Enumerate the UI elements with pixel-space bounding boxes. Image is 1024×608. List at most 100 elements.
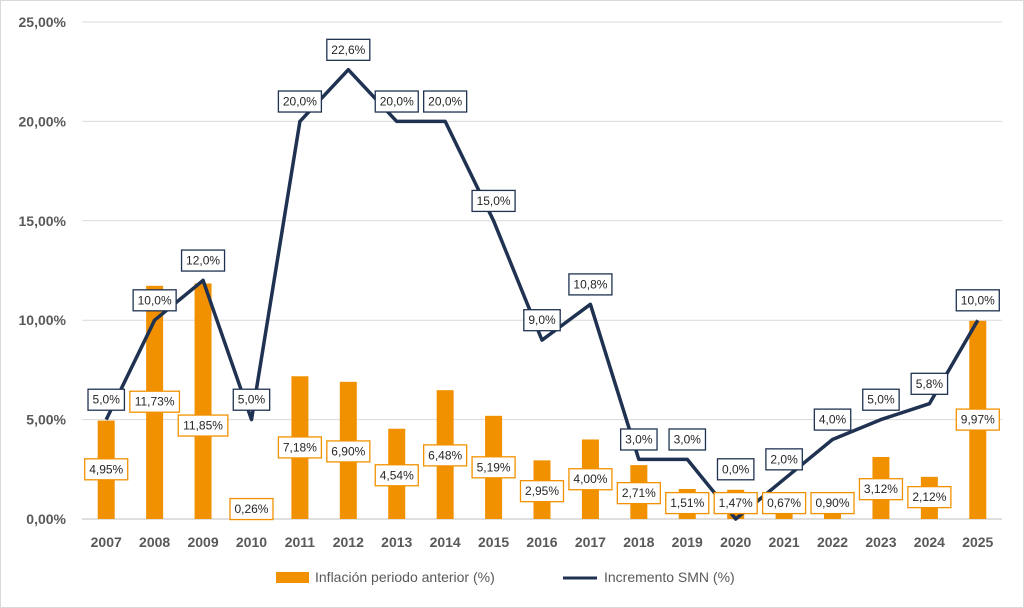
line-data-label: 15,0% — [477, 194, 511, 208]
bar-data-label-box — [713, 491, 758, 515]
line-data-label: 2,0% — [770, 452, 798, 466]
bar-data-label: 5,19% — [477, 460, 511, 474]
bar-data-label-box — [277, 436, 323, 459]
line-data-label: 3,0% — [674, 432, 702, 446]
x-tick-label: 2007 — [91, 534, 122, 550]
x-tick-label: 2015 — [478, 534, 509, 550]
line-data-label-box — [326, 38, 371, 61]
x-tick-label: 2024 — [914, 534, 945, 550]
x-tick-label: 2012 — [333, 534, 364, 550]
bar-data-label: 3,12% — [864, 482, 898, 496]
bar-data-label-box — [519, 480, 565, 503]
x-tick-label: 2014 — [430, 534, 461, 550]
bar-data-label-box — [326, 440, 371, 463]
bar-data-label-box — [177, 414, 229, 437]
line-data-label: 10,0% — [961, 293, 995, 307]
line-data-label-box — [910, 372, 949, 395]
y-tick-label: 0,00% — [26, 511, 66, 527]
line-data-label-box — [668, 428, 707, 451]
bar-data-label: 2,71% — [622, 486, 656, 500]
x-tick-label: 2023 — [865, 534, 896, 550]
bar-data-label: 11,73% — [135, 395, 175, 409]
bar-data-label: 1,47% — [719, 496, 753, 510]
line-data-label-box — [955, 289, 1000, 312]
bar-data-label: 4,00% — [573, 472, 607, 486]
y-axis: 0,00% 5,00% 10,00% 15,00% 20,00% 25,00% — [19, 14, 67, 527]
bar-data-label: 2,95% — [525, 484, 559, 498]
line-data-label-box — [471, 189, 516, 213]
bar-data-label-box — [665, 491, 710, 515]
line-data-label-box — [523, 309, 561, 332]
bar-data-label-box — [761, 491, 807, 515]
line-data-label: 10,8% — [573, 277, 607, 291]
bar-data-label: 1,51% — [670, 496, 704, 510]
bar-data-label: 2,12% — [912, 490, 946, 504]
y-tick-label: 5,00% — [26, 412, 66, 428]
line-data-label-box — [232, 388, 271, 411]
line-data-labels: 5,0% 10,0% 12,0% 5,0% 20,0% 22,6% 20,0% 20,0% 15… — [87, 38, 1000, 481]
bar-data-label: 7,18% — [283, 440, 317, 454]
y-tick-label: 10,00% — [19, 312, 67, 328]
line-data-label-box — [813, 408, 852, 431]
bar-data-label-box — [955, 408, 1000, 431]
bar-data-label-box — [374, 464, 419, 487]
legend-swatch-bar — [276, 572, 309, 583]
line-data-label-box — [568, 273, 613, 296]
line-data-label-box — [374, 90, 419, 113]
x-axis: 2007 2008 2009 2010 2011 2012 2013 2014 2015 2016… — [91, 534, 994, 550]
line-data-label-box — [862, 388, 900, 411]
legend-label-bar: Inflación periodo anterior (%) — [315, 569, 495, 585]
bar-data-label: 0,26% — [234, 502, 268, 516]
line-data-label: 12,0% — [186, 254, 220, 268]
x-tick-label: 2016 — [526, 534, 557, 550]
line-data-label: 3,0% — [625, 432, 653, 446]
x-tick-label: 2019 — [672, 534, 703, 550]
line-data-label-box — [277, 90, 323, 113]
x-tick-label: 2020 — [720, 534, 751, 550]
line-series — [104, 67, 980, 521]
line-data-label-box — [132, 289, 177, 312]
line-data-label: 5,0% — [238, 393, 266, 407]
bar — [194, 283, 212, 519]
bar-data-label-box — [810, 491, 855, 515]
line-data-label: 20,0% — [380, 95, 414, 109]
line-data-label: 5,0% — [867, 393, 895, 407]
x-tick-label: 2018 — [623, 534, 654, 550]
x-tick-label: 2021 — [769, 534, 800, 550]
line-data-label: 5,0% — [93, 393, 121, 407]
bar-data-label-box — [568, 468, 613, 491]
line-data-label-box — [765, 448, 803, 471]
line-data-label: 5,8% — [916, 377, 944, 391]
bar-data-label: 0,67% — [767, 496, 801, 510]
bar-data-label-box — [471, 456, 516, 479]
bar-data-label-box — [84, 458, 129, 481]
legend: Inflación periodo anterior (%) Increment… — [276, 569, 735, 585]
bar-data-label-box — [858, 478, 904, 501]
bar-data-labels: 4,95% 11,73% 11,85% 0,26% 7,18% 6,90% 4,54% 6,4… — [84, 390, 1000, 521]
line-data-label-box — [716, 458, 755, 481]
bar-data-label: 11,85% — [183, 419, 223, 433]
x-tick-label: 2025 — [962, 534, 993, 550]
x-tick-label: 2017 — [575, 534, 606, 550]
line-data-label: 9,0% — [528, 313, 556, 327]
line-data-label-box — [423, 90, 468, 113]
line-data-label: 0,0% — [722, 462, 750, 476]
bar-data-label-box — [423, 444, 468, 467]
x-tick-label: 2022 — [817, 534, 848, 550]
bar-data-label: 4,54% — [380, 468, 414, 482]
x-tick-label: 2010 — [236, 534, 267, 550]
y-tick-label: 20,00% — [19, 113, 67, 129]
line-data-label: 22,6% — [331, 43, 365, 57]
line-data-label: 10,0% — [138, 293, 172, 307]
line-data-label-box — [619, 428, 658, 451]
y-tick-label: 15,00% — [19, 213, 67, 229]
line-data-label: 20,0% — [283, 95, 317, 109]
line-data-label: 4,0% — [819, 413, 847, 427]
line-data-label-box — [87, 388, 126, 411]
legend-label-line: Incremento SMN (%) — [604, 569, 735, 585]
x-tick-label: 2013 — [381, 534, 412, 550]
bar-data-label-box — [616, 482, 661, 505]
x-tick-label: 2011 — [285, 534, 316, 550]
line-data-label: 20,0% — [428, 95, 462, 109]
